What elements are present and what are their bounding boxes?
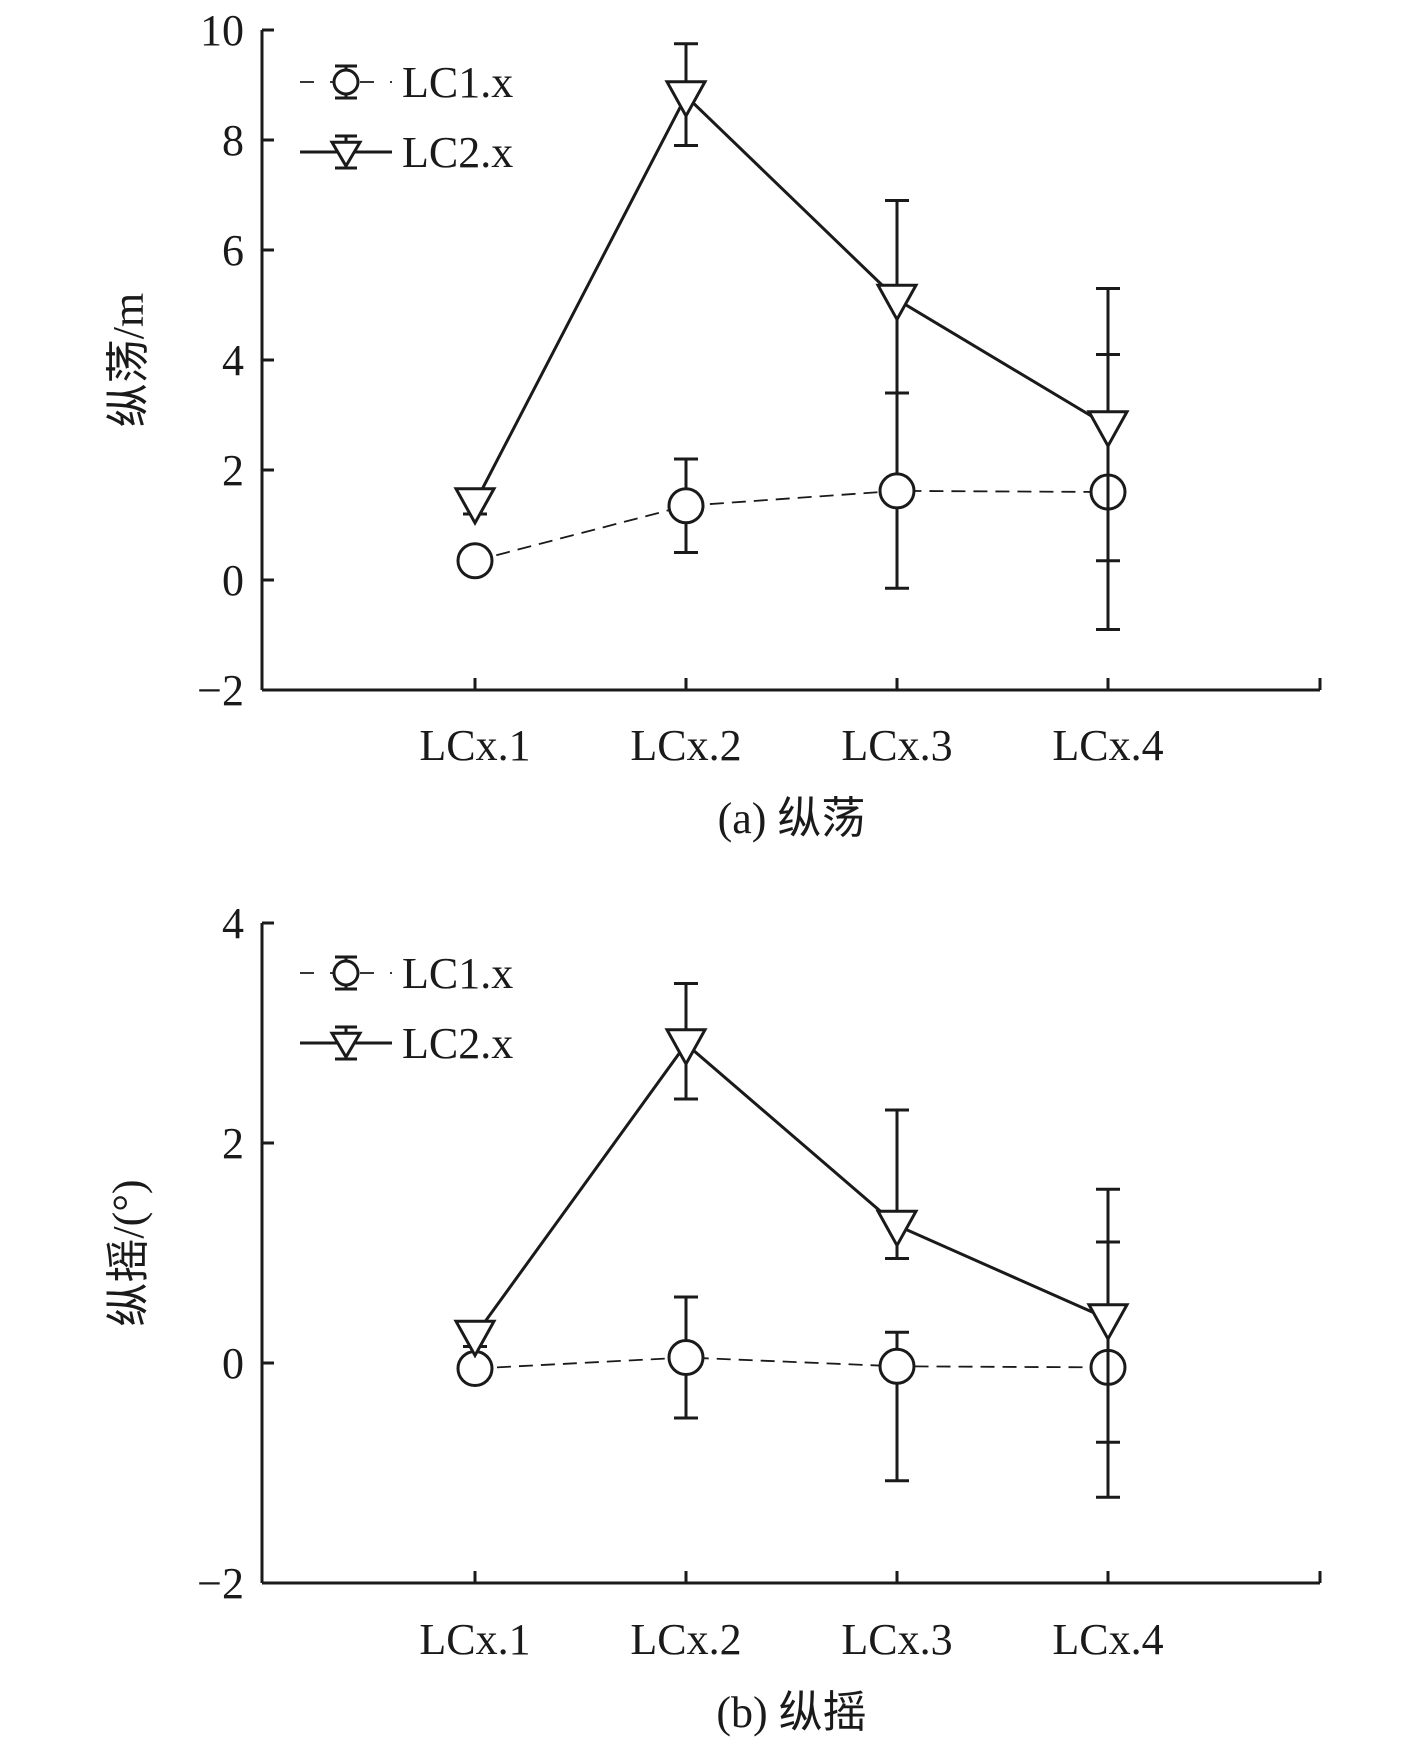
x-tick-label: LCx.1 bbox=[419, 1615, 530, 1664]
legend-item-LC2.x: LC2.x bbox=[300, 1019, 513, 1068]
legend-label: LC2.x bbox=[402, 1019, 513, 1068]
y-tick-label: 2 bbox=[222, 446, 244, 495]
series-line bbox=[474, 489, 1109, 562]
x-tick-label: LCx.2 bbox=[630, 1615, 741, 1664]
data-point-circle bbox=[667, 1339, 705, 1376]
data-point-triangle bbox=[1086, 410, 1130, 450]
legend-label: LC1.x bbox=[402, 949, 513, 998]
data-point-circle bbox=[456, 542, 494, 580]
y-tick-label: 2 bbox=[222, 1119, 244, 1168]
x-tick-label: LCx.2 bbox=[630, 721, 741, 770]
data-point-triangle bbox=[1086, 1303, 1130, 1343]
series-LC1.x bbox=[456, 1240, 1127, 1499]
data-point-circle bbox=[667, 487, 705, 525]
y-tick-label: 8 bbox=[222, 116, 244, 165]
panel-caption: (a) 纵荡 bbox=[718, 794, 866, 843]
series-line bbox=[473, 93, 1109, 504]
x-tick-label: LCx.3 bbox=[841, 721, 952, 770]
legend-item-LC1.x: LC1.x bbox=[300, 58, 513, 107]
legend-marker-circle bbox=[332, 959, 360, 987]
series-LC2.x bbox=[453, 42, 1130, 563]
x-tick-label: LCx.3 bbox=[841, 1615, 952, 1664]
y-tick-label: 6 bbox=[222, 226, 244, 275]
series-line bbox=[473, 1041, 1109, 1337]
x-tick-label: LCx.4 bbox=[1052, 1615, 1163, 1664]
legend-item-LC2.x: LC2.x bbox=[300, 128, 513, 177]
legend-marker-circle bbox=[332, 68, 360, 96]
y-tick-label: 4 bbox=[222, 899, 244, 948]
data-point-triangle bbox=[664, 1028, 708, 1068]
data-point-triangle bbox=[453, 487, 497, 527]
panel-b: −2 0 2 4 LCx.1 LCx.2 LCx.3 LCx.4 纵摇/(°) (b) 纵摇 LC1… bbox=[104, 899, 1322, 1737]
x-tick-label: LCx.1 bbox=[419, 721, 530, 770]
legend-marker-triangle bbox=[329, 140, 363, 169]
legend-marker-triangle bbox=[329, 1031, 363, 1060]
y-tick-label: 10 bbox=[200, 6, 244, 55]
data-point-circle bbox=[878, 1347, 916, 1385]
data-point-triangle bbox=[664, 80, 708, 120]
data-point-triangle bbox=[875, 1209, 919, 1249]
data-point-triangle bbox=[453, 1319, 497, 1359]
legend-label: LC1.x bbox=[402, 58, 513, 107]
series-line bbox=[474, 1356, 1109, 1370]
series-LC2.x bbox=[453, 982, 1130, 1444]
data-point-triangle bbox=[875, 283, 919, 323]
y-axis-title: 纵荡/m bbox=[104, 293, 153, 427]
y-tick-label: 4 bbox=[222, 336, 244, 385]
series-LC1.x bbox=[456, 353, 1127, 631]
y-tick-label: 0 bbox=[222, 1339, 244, 1388]
panel-caption: (b) 纵摇 bbox=[716, 1688, 866, 1737]
y-tick-label: −2 bbox=[197, 1559, 244, 1608]
legend-item-LC1.x: LC1.x bbox=[300, 949, 513, 998]
legend-label: LC2.x bbox=[402, 128, 513, 177]
y-tick-label: 0 bbox=[222, 556, 244, 605]
data-point-circle bbox=[878, 472, 916, 510]
y-tick-label: −2 bbox=[197, 666, 244, 715]
x-tick-label: LCx.4 bbox=[1052, 721, 1163, 770]
panel-a: −2 0 2 4 6 8 10 LCx.1 LCx.2 LCx.3 LCx.4 纵荡/m (a) 纵荡 L… bbox=[104, 6, 1322, 843]
y-axis-title: 纵摇/(°) bbox=[104, 1179, 153, 1326]
